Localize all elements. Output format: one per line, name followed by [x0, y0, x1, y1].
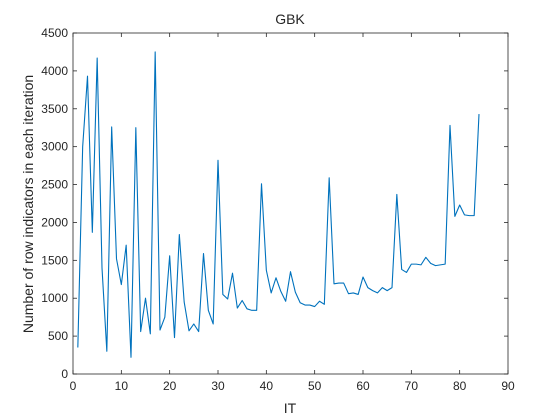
y-tick-label: 3000: [41, 140, 68, 154]
x-tick-label: 90: [501, 379, 515, 393]
y-tick-label: 1500: [41, 253, 68, 267]
y-tick-label: 3500: [41, 102, 68, 116]
y-tick-label: 0: [61, 367, 68, 381]
axes-frame: [72, 32, 509, 375]
chart-title: GBK: [275, 11, 305, 27]
x-tick-label: 50: [308, 379, 322, 393]
x-tick-label: 0: [70, 379, 77, 393]
y-tick-label: 2500: [41, 178, 68, 192]
y-axis-ticks: 0 500 1000 1500 2000 2500 3000 3500 4000 4500: [41, 26, 508, 381]
y-tick-label: 1000: [41, 291, 68, 305]
series-line: [77, 51, 480, 358]
plot-box: [72, 32, 509, 375]
x-tick-label: 30: [211, 379, 225, 393]
x-axis-label: IT: [284, 400, 297, 416]
x-tick-label: 40: [260, 379, 274, 393]
x-tick-label: 70: [405, 379, 419, 393]
x-axis-ticks: 0 10 20 30 40 50 60 70 80 90: [70, 33, 515, 393]
y-tick-label: 2000: [41, 215, 68, 229]
x-tick-label: 80: [453, 379, 467, 393]
y-tick-label: 4500: [41, 26, 68, 40]
series-layer: [77, 51, 480, 358]
x-tick-label: 10: [115, 379, 129, 393]
x-tick-label: 60: [356, 379, 370, 393]
y-axis-label: Number of row indicators in each iterati…: [20, 75, 36, 333]
y-tick-label: 500: [48, 329, 68, 343]
x-tick-label: 20: [163, 379, 177, 393]
y-tick-label: 4000: [41, 64, 68, 78]
